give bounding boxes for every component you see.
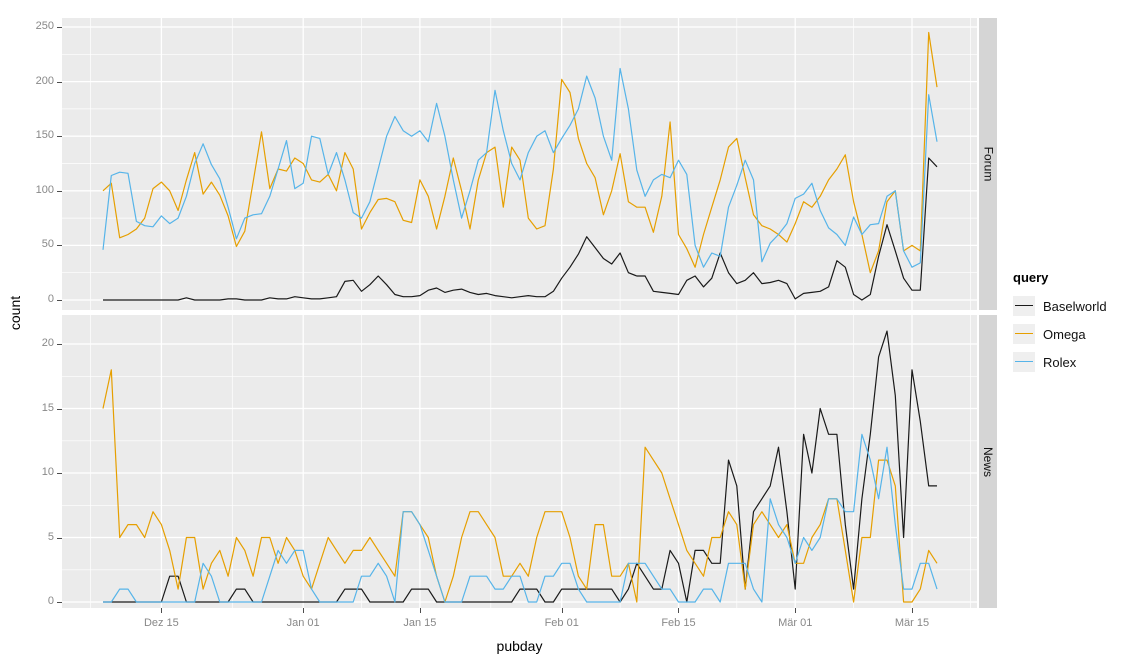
y-tick-mark xyxy=(57,27,62,28)
x-tick-mark xyxy=(678,608,680,613)
y-tick-mark xyxy=(57,81,62,83)
y-axis-title: count xyxy=(7,295,23,331)
y-tick-label: 5 xyxy=(47,530,54,543)
y-tick-label: 0 xyxy=(47,293,54,305)
facet-strip-forum: Forum xyxy=(979,18,997,310)
y-tick-mark xyxy=(57,602,62,603)
line-sample-icon xyxy=(1015,305,1033,306)
legend-item-label: Omega xyxy=(1043,326,1086,342)
legend-key-swatch xyxy=(1013,296,1035,316)
legend: query Baselworld Omega Rolex xyxy=(1013,270,1107,376)
x-tick-mark xyxy=(795,608,797,613)
y-tick-mark xyxy=(57,245,62,247)
x-tick-label: Jan 15 xyxy=(403,617,437,629)
x-tick-mark xyxy=(561,608,563,613)
facet-strip-news: News xyxy=(979,315,997,608)
y-tick-label: 15 xyxy=(41,401,54,414)
legend-item-label: Rolex xyxy=(1043,354,1077,370)
x-tick-mark xyxy=(419,608,421,613)
x-tick-label: Dez 15 xyxy=(143,617,179,629)
x-tick-label: Jan 01 xyxy=(286,617,320,629)
line-sample-icon xyxy=(1015,361,1033,362)
baselworld-line-forum xyxy=(103,157,938,301)
facet-strip-label: Forum xyxy=(981,146,996,182)
y-tick-label: 10 xyxy=(41,466,54,478)
x-tick-label: Feb 15 xyxy=(661,617,696,629)
legend-item-baselworld: Baselworld xyxy=(1013,292,1107,320)
y-tick-mark xyxy=(57,344,62,345)
legend-item-label: Baselworld xyxy=(1043,298,1107,314)
omega-line-news xyxy=(102,369,938,603)
rolex-line-forum xyxy=(102,67,938,268)
y-tick-label: 250 xyxy=(35,20,54,32)
y-tick-mark xyxy=(57,537,62,539)
y-tick-mark xyxy=(57,190,62,192)
rolex-line-news xyxy=(103,433,938,603)
y-tick-label: 150 xyxy=(35,129,54,142)
line-sample-icon xyxy=(1015,333,1033,334)
legend-item-omega: Omega xyxy=(1013,320,1107,348)
legend-key-swatch xyxy=(1013,352,1035,372)
legend-key-swatch xyxy=(1013,324,1035,344)
news-panel-plot xyxy=(62,315,977,608)
legend-title: query xyxy=(1013,270,1049,285)
y-tick-mark xyxy=(57,473,62,474)
baselworld-line-news xyxy=(103,330,937,603)
y-tick-mark xyxy=(57,136,62,138)
omega-line-forum xyxy=(102,31,938,274)
x-tick-label: Mär 15 xyxy=(894,617,930,629)
x-tick-label: Feb 01 xyxy=(544,617,579,629)
y-tick-mark xyxy=(57,408,62,410)
forum-panel-plot xyxy=(62,18,977,310)
x-tick-mark xyxy=(161,608,163,613)
legend-item-rolex: Rolex xyxy=(1013,348,1107,376)
y-tick-label: 100 xyxy=(35,183,54,196)
y-tick-label: 200 xyxy=(35,74,54,87)
y-tick-label: 20 xyxy=(41,337,54,349)
x-tick-mark xyxy=(303,608,305,613)
x-tick-label: Mär 01 xyxy=(778,617,813,629)
facet-strip-label: News xyxy=(981,446,996,477)
y-tick-label: 0 xyxy=(47,595,54,607)
x-axis-title: pubday xyxy=(496,638,543,654)
x-tick-mark xyxy=(911,608,913,613)
y-tick-label: 50 xyxy=(41,238,54,251)
y-tick-mark xyxy=(57,300,62,301)
